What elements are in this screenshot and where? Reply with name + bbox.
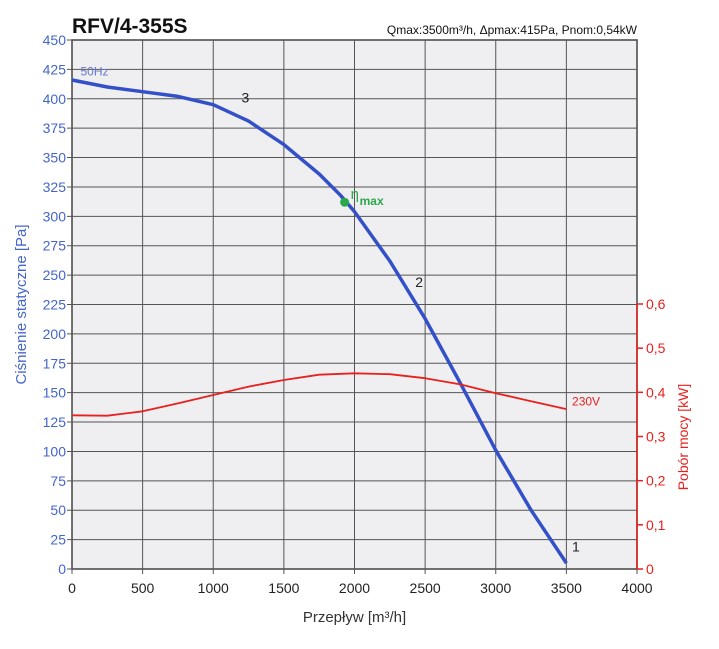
y-tick-label: 100 xyxy=(43,443,67,459)
y2-tick-label: 0,2 xyxy=(646,473,666,489)
eta-max-label: η xyxy=(351,186,359,203)
y-tick-label: 175 xyxy=(43,355,67,371)
y-tick-label: 250 xyxy=(43,267,67,283)
y2-tick-label: 0,3 xyxy=(646,429,666,445)
y-tick-label: 375 xyxy=(43,120,67,136)
x-tick-label: 1500 xyxy=(268,580,299,596)
eta-max-point xyxy=(340,197,350,207)
y-tick-label: 25 xyxy=(50,532,66,548)
x-tick-label: 2500 xyxy=(410,580,441,596)
x-tick-label: 3500 xyxy=(551,580,582,596)
y-axis-label: Ciśnienie statyczne [Pa] xyxy=(13,224,30,384)
y2-tick-label: 0 xyxy=(646,561,654,577)
chart-title: RFV/4-355S xyxy=(72,15,188,38)
y-tick-label: 400 xyxy=(43,91,67,107)
annotation: 50Hz xyxy=(80,64,108,78)
y2-axis-label: Pobór mocy [kW] xyxy=(675,384,691,491)
x-axis-label: Przepływ [m³/h] xyxy=(303,609,406,626)
y-tick-label: 150 xyxy=(43,385,67,401)
y-tick-label: 275 xyxy=(43,238,67,254)
y2-tick-label: 0,4 xyxy=(646,384,666,400)
y-tick-label: 425 xyxy=(43,61,67,77)
chart-subtitle: Qmax:3500m³/h, Δpmax:415Pa, Pnom:0,54kW xyxy=(387,23,638,37)
y-tick-label: 0 xyxy=(58,561,66,577)
x-tick-label: 2000 xyxy=(339,580,370,596)
y2-tick-label: 0,6 xyxy=(646,296,666,312)
annotation: 2 xyxy=(415,274,423,290)
eta-max-sub: max xyxy=(360,194,384,208)
x-tick-label: 500 xyxy=(131,580,155,596)
annotation: 230V xyxy=(572,395,600,409)
annotation: 3 xyxy=(242,89,250,105)
y-tick-label: 450 xyxy=(43,32,67,48)
x-tick-label: 0 xyxy=(68,580,76,596)
x-tick-label: 4000 xyxy=(621,580,652,596)
y-tick-label: 50 xyxy=(50,502,66,518)
y-tick-label: 350 xyxy=(43,150,67,166)
y-tick-label: 75 xyxy=(50,473,66,489)
y-tick-label: 325 xyxy=(43,179,67,195)
y-tick-label: 200 xyxy=(43,326,67,342)
y-tick-label: 225 xyxy=(43,297,67,313)
y2-tick-label: 0,5 xyxy=(646,340,666,356)
series-line-50Hz xyxy=(71,78,568,565)
y2-tick-label: 0,1 xyxy=(646,517,666,533)
x-tick-label: 3000 xyxy=(480,580,511,596)
y-tick-label: 125 xyxy=(43,414,67,430)
series-line-230V xyxy=(71,372,567,417)
annotation: 1 xyxy=(572,538,580,554)
y-tick-label: 300 xyxy=(43,208,67,224)
x-tick-label: 1000 xyxy=(198,580,229,596)
